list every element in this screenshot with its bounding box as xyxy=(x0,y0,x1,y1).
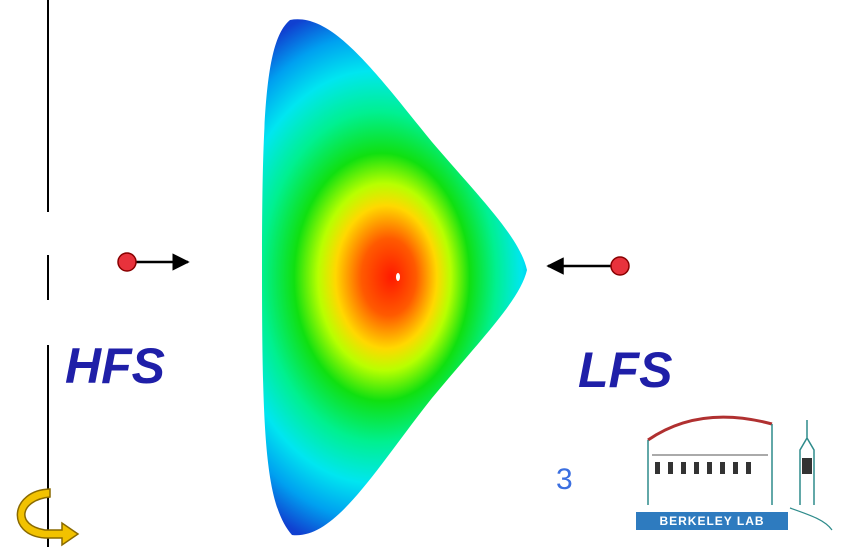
lfs-label: LFS xyxy=(578,342,672,398)
logo-text: BERKELEY LAB xyxy=(659,514,764,528)
core xyxy=(396,273,400,281)
hfs-probe xyxy=(118,253,188,271)
berkeley-lab-logo: BERKELEY LAB xyxy=(636,417,832,530)
hfs-label: HFS xyxy=(65,338,165,394)
slide: HFS LFS 3 BERKELEY LAB xyxy=(0,0,842,547)
plasma-cross-section xyxy=(262,19,527,535)
lfs-probe xyxy=(548,257,629,275)
page-number: 3 xyxy=(556,463,573,496)
